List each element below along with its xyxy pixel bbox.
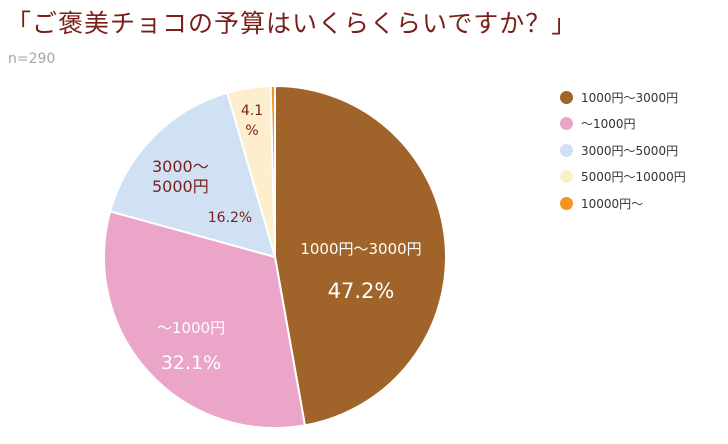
legend-label: 10000円～ (581, 196, 644, 211)
legend-swatch (560, 117, 573, 131)
legend-swatch (560, 90, 573, 104)
legend-label: 3000円～5000円 (581, 143, 679, 158)
slice-label: ～1000円 (157, 319, 225, 337)
legend-swatch (560, 143, 573, 157)
legend-swatch (560, 170, 573, 184)
legend-label: 1000円～3000円 (581, 90, 679, 105)
chart-title: 「ご褒美チョコの予算はいくらくらいですか？」 (6, 9, 578, 38)
slice-value-label: 4.1% (241, 103, 263, 139)
slice-label: 1000円～3000円 (300, 240, 421, 258)
legend-item: ～1000円 (560, 111, 686, 138)
legend-swatch (560, 196, 573, 210)
legend-label: 5000円～10000円 (581, 170, 686, 185)
slice-label: 3000～ 5000円 (152, 157, 209, 196)
legend-item: 10000円～ (560, 190, 686, 217)
pie-slice (269, 84, 276, 258)
legend-item: 5000円～10000円 (560, 164, 686, 191)
slice-value-label: 32.1% (161, 352, 221, 374)
legend-label: ～1000円 (581, 117, 636, 132)
sample-size: n=290 (8, 51, 56, 67)
legend-item: 1000円～3000円 (560, 84, 686, 111)
slice-value-label: 47.2% (328, 279, 395, 303)
pie-slice (108, 91, 277, 259)
slice-value-label: 16.2% (208, 210, 252, 226)
pie-slice (103, 210, 307, 429)
legend-item: 3000円～5000円 (560, 137, 686, 164)
legend: 1000円～3000円 ～1000円 3000円～5000円 5000円～10000円… (560, 84, 686, 217)
pie-slice (274, 84, 447, 427)
